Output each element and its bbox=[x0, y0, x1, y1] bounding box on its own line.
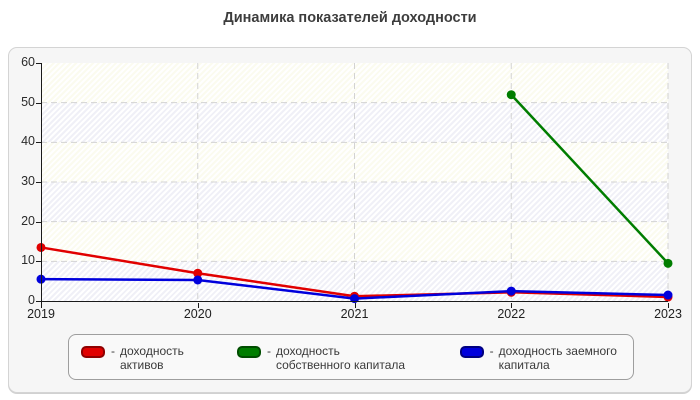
legend-swatch-icon bbox=[459, 346, 484, 358]
x-tick-label: 2023 bbox=[654, 307, 682, 321]
plot-area bbox=[36, 63, 673, 304]
x-tick-label: 2022 bbox=[497, 307, 526, 321]
data-point bbox=[193, 275, 203, 285]
x-tick-mark bbox=[354, 302, 356, 308]
x-tick-mark bbox=[197, 302, 199, 308]
series-line bbox=[510, 93, 669, 265]
y-tick-mark bbox=[36, 221, 41, 223]
data-point bbox=[193, 268, 203, 278]
legend-label: доходность собственного капитала bbox=[275, 344, 406, 372]
chart-title: Динамика показателей доходности bbox=[223, 10, 477, 26]
y-tick-label: 60 bbox=[21, 55, 35, 69]
data-point bbox=[663, 258, 673, 268]
y-tick-mark bbox=[36, 301, 41, 302]
data-point bbox=[506, 90, 516, 100]
legend-item: - доходность собственного капитала bbox=[236, 344, 414, 372]
y-tick-label: 0 bbox=[28, 293, 35, 307]
y-axis-line bbox=[41, 63, 42, 307]
y-tick-label: 10 bbox=[21, 253, 35, 268]
legend-dash: - bbox=[111, 344, 115, 358]
x-tick-label: 2021 bbox=[340, 307, 369, 321]
y-tick-mark bbox=[36, 102, 41, 104]
y-tick-label: 20 bbox=[21, 213, 35, 228]
legend-item: - доходность активов bbox=[81, 344, 221, 372]
x-axis-line bbox=[36, 301, 668, 302]
y-tick-label: 50 bbox=[21, 94, 35, 109]
legend-label: доходность заемного капитала bbox=[498, 344, 617, 372]
y-tick-mark bbox=[36, 261, 41, 263]
data-point bbox=[350, 294, 359, 304]
legend-label: доходность активов bbox=[120, 344, 184, 372]
legend-dash: - bbox=[266, 344, 271, 358]
y-tick-label: 40 bbox=[21, 134, 35, 149]
data-point bbox=[663, 290, 673, 300]
y-tick-mark bbox=[36, 63, 41, 64]
chart-legend: - доходность активов - доходность собственн… bbox=[68, 334, 634, 380]
x-tick-mark bbox=[41, 302, 42, 308]
legend-item: - доходность заемного капитала bbox=[459, 344, 625, 372]
legend-swatch-icon bbox=[81, 346, 105, 358]
y-tick-label: 30 bbox=[21, 174, 35, 188]
x-tick-label: 2019 bbox=[27, 307, 55, 321]
legend-swatch-icon bbox=[236, 346, 261, 358]
chart-canvas bbox=[36, 63, 673, 304]
data-point bbox=[506, 286, 516, 296]
y-tick-mark bbox=[36, 182, 41, 183]
x-tick-mark bbox=[511, 302, 513, 308]
legend-dash: - bbox=[489, 344, 494, 358]
y-tick-mark bbox=[36, 142, 41, 144]
x-tick-label: 2020 bbox=[183, 307, 212, 321]
chart-panel: 0 10 20 30 40 50 60 2019 2020 2021 2022 2023 - дохо… bbox=[8, 47, 692, 393]
x-tick-mark bbox=[668, 302, 669, 308]
